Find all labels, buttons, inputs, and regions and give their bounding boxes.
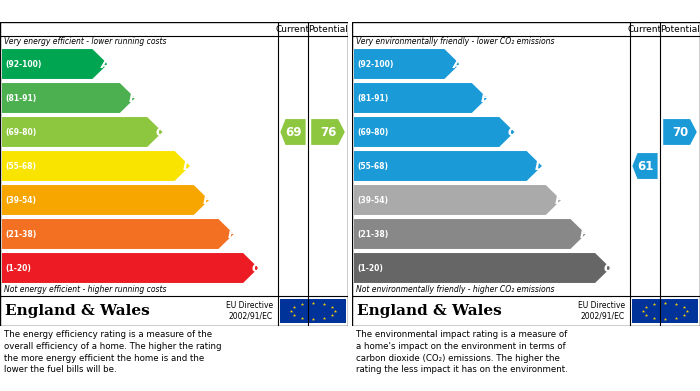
Text: A: A [101,57,111,70]
Polygon shape [312,119,345,145]
Polygon shape [2,49,108,79]
Polygon shape [354,219,586,249]
Text: E: E [555,194,564,206]
Text: C: C [508,126,517,138]
Polygon shape [663,119,696,145]
Text: (81-91): (81-91) [5,93,36,102]
Text: (39-54): (39-54) [357,196,388,204]
Polygon shape [2,83,135,113]
Text: G: G [251,262,262,274]
Polygon shape [354,117,514,147]
Polygon shape [354,253,610,283]
Text: B: B [480,91,490,104]
Text: F: F [228,228,236,240]
Text: (1-20): (1-20) [357,264,383,273]
Text: (21-38): (21-38) [357,230,388,239]
Text: 61: 61 [637,160,653,172]
Polygon shape [354,151,542,181]
Polygon shape [354,49,460,79]
Text: Potential: Potential [660,25,700,34]
Text: Potential: Potential [308,25,348,34]
Text: (39-54): (39-54) [5,196,36,204]
Text: (55-68): (55-68) [5,161,36,170]
Text: (92-100): (92-100) [357,59,393,68]
Text: The energy efficiency rating is a measure of the
overall efficiency of a home. T: The energy efficiency rating is a measur… [4,330,221,375]
Text: (55-68): (55-68) [357,161,388,170]
Text: Very energy efficient - lower running costs: Very energy efficient - lower running co… [4,37,167,46]
Text: A: A [453,57,463,70]
Text: C: C [156,126,165,138]
Text: (92-100): (92-100) [5,59,41,68]
Text: G: G [603,262,613,274]
Polygon shape [2,219,234,249]
Text: (69-80): (69-80) [5,127,36,136]
Text: D: D [535,160,545,172]
Polygon shape [2,117,162,147]
Text: Environmental Impact (CO₂) Rating: Environmental Impact (CO₂) Rating [358,5,604,18]
Text: (81-91): (81-91) [357,93,388,102]
Text: Energy Efficiency Rating: Energy Efficiency Rating [6,5,178,18]
Text: 70: 70 [672,126,688,138]
Text: EU Directive
2002/91/EC: EU Directive 2002/91/EC [578,301,625,321]
Text: EU Directive
2002/91/EC: EU Directive 2002/91/EC [226,301,273,321]
Text: (1-20): (1-20) [5,264,31,273]
Text: (21-38): (21-38) [5,230,36,239]
Polygon shape [354,83,487,113]
Text: D: D [183,160,193,172]
Bar [280,299,346,323]
Text: Not energy efficient - higher running costs: Not energy efficient - higher running co… [4,285,167,294]
Polygon shape [632,153,657,179]
Text: (69-80): (69-80) [357,127,388,136]
Text: England & Wales: England & Wales [5,304,150,318]
Text: 69: 69 [285,126,301,138]
Text: Current: Current [276,25,310,34]
Text: England & Wales: England & Wales [357,304,502,318]
Text: F: F [580,228,588,240]
Polygon shape [2,185,209,215]
Text: The environmental impact rating is a measure of
a home's impact on the environme: The environmental impact rating is a mea… [356,330,568,375]
Text: Very environmentally friendly - lower CO₂ emissions: Very environmentally friendly - lower CO… [356,37,554,46]
Bar [632,299,698,323]
Polygon shape [2,151,190,181]
Polygon shape [354,185,561,215]
Polygon shape [281,119,306,145]
Polygon shape [2,253,258,283]
Text: B: B [128,91,138,104]
Text: 76: 76 [320,126,336,138]
Text: E: E [203,194,211,206]
Text: Current: Current [628,25,662,34]
Text: Not environmentally friendly - higher CO₂ emissions: Not environmentally friendly - higher CO… [356,285,554,294]
